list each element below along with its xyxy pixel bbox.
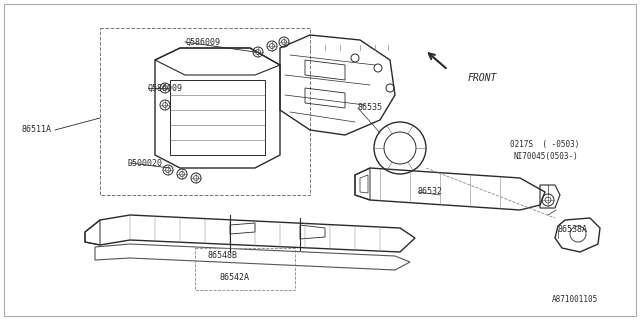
Text: 86532: 86532 — [418, 188, 443, 196]
Text: 86542A: 86542A — [220, 274, 250, 283]
Text: A871001105: A871001105 — [552, 295, 598, 305]
Text: Q586009: Q586009 — [148, 84, 183, 92]
Text: NI70045(0503-): NI70045(0503-) — [513, 153, 578, 162]
Text: 0217S  ( -0503): 0217S ( -0503) — [510, 140, 579, 149]
Text: FRONT: FRONT — [468, 73, 497, 83]
Text: 86538A: 86538A — [558, 226, 588, 235]
Text: 86548B: 86548B — [208, 251, 238, 260]
Text: 86511A: 86511A — [22, 125, 52, 134]
Text: D500020: D500020 — [128, 158, 163, 167]
Text: Q586009: Q586009 — [185, 37, 220, 46]
Text: 86535: 86535 — [358, 103, 383, 113]
